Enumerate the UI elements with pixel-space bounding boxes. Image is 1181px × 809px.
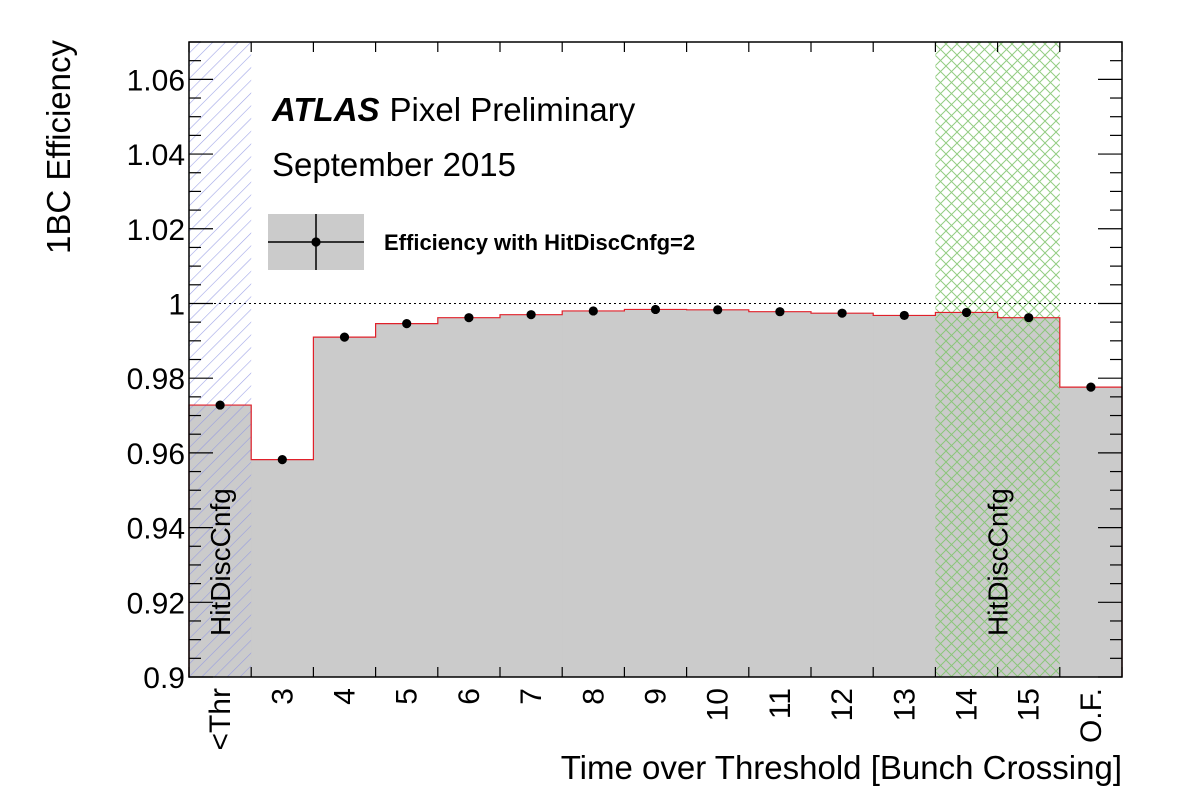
x-tick-label: 6 [453, 688, 486, 705]
histogram-bar [811, 313, 874, 677]
y-tick-label: 0.96 [127, 438, 185, 471]
x-tick-label: 4 [329, 688, 362, 705]
histogram-bar [313, 337, 377, 677]
data-point [215, 400, 225, 410]
x-tick-labels: <Thr 3 4 5 6 7 8 9 10 11 12 13 14 15 O.F. [204, 688, 1108, 751]
data-point [464, 313, 474, 323]
x-tick-label: 5 [391, 688, 424, 705]
y-tick-label: 1.04 [127, 139, 185, 172]
legend: Efficiency with HitDiscCnfg=2 [268, 214, 695, 270]
x-tick-label: <Thr [204, 688, 237, 751]
date-label: September 2015 [272, 146, 516, 183]
data-point [837, 308, 847, 318]
data-point [650, 304, 661, 315]
histogram-bar [686, 309, 750, 677]
atlas-label: ATLAS Pixel Preliminary [271, 91, 636, 128]
data-point [277, 455, 287, 465]
y-tick-label: 1.02 [127, 214, 185, 247]
axis-ticks [188, 41, 1123, 678]
legend-entry: Efficiency with HitDiscCnfg=2 [384, 230, 695, 255]
hatched-region [935, 42, 1060, 677]
y-tick-label: 0.9 [143, 662, 185, 695]
histogram-bar [873, 315, 936, 677]
atlas-subtitle: Pixel Preliminary [390, 91, 636, 128]
data-point [339, 332, 350, 342]
atlas-logo-text: ATLAS [271, 91, 380, 128]
histogram-bar [251, 459, 314, 677]
histogram-bar [375, 323, 439, 677]
x-tick-label: 8 [577, 688, 610, 705]
region-label-right: HitDiscCnfg [983, 488, 1014, 636]
data-point [899, 310, 909, 321]
y-tick-label: 0.92 [127, 587, 185, 620]
x-tick-label: 12 [826, 688, 859, 721]
data-point [775, 307, 785, 317]
histogram-bar [748, 311, 812, 677]
histogram-bar [500, 314, 563, 677]
data-point [1024, 313, 1034, 323]
data-point [961, 307, 972, 318]
legend-marker [311, 237, 321, 247]
x-tick-label: 7 [515, 688, 548, 705]
x-tick-label: 10 [702, 688, 735, 721]
x-tick-label: O.F. [1075, 688, 1108, 743]
x-tick-label: 11 [764, 688, 797, 719]
x-tick-label: 13 [888, 688, 921, 721]
x-tick-label: 9 [640, 688, 673, 705]
y-tick-label: 0.94 [127, 513, 185, 546]
hatched-regions [189, 42, 1060, 677]
x-tick-label: 14 [951, 688, 984, 721]
y-tick-label: 1 [168, 288, 185, 321]
x-axis-title: Time over Threshold [Bunch Crossing] [561, 749, 1122, 786]
data-markers [215, 304, 1096, 465]
histogram-bar [437, 317, 501, 677]
y-tick-labels: 0.9 0.92 0.94 0.96 0.98 1 1.02 1.04 1.06 [127, 64, 185, 695]
data-point [588, 306, 598, 316]
x-tick-label: 3 [266, 688, 299, 705]
data-point [526, 310, 536, 320]
histogram-bar [624, 309, 688, 677]
region-label-left: HitDiscCnfg [205, 488, 236, 636]
data-point [1086, 382, 1096, 392]
y-axis-title: 1BC Efficiency [40, 40, 77, 254]
histogram-bar [1059, 387, 1123, 677]
y-tick-label: 0.98 [127, 363, 185, 396]
y-tick-label: 1.06 [127, 64, 185, 97]
histogram-bar [562, 310, 625, 677]
data-point [402, 319, 412, 329]
x-tick-label: 15 [1013, 688, 1046, 721]
data-point [713, 305, 723, 315]
